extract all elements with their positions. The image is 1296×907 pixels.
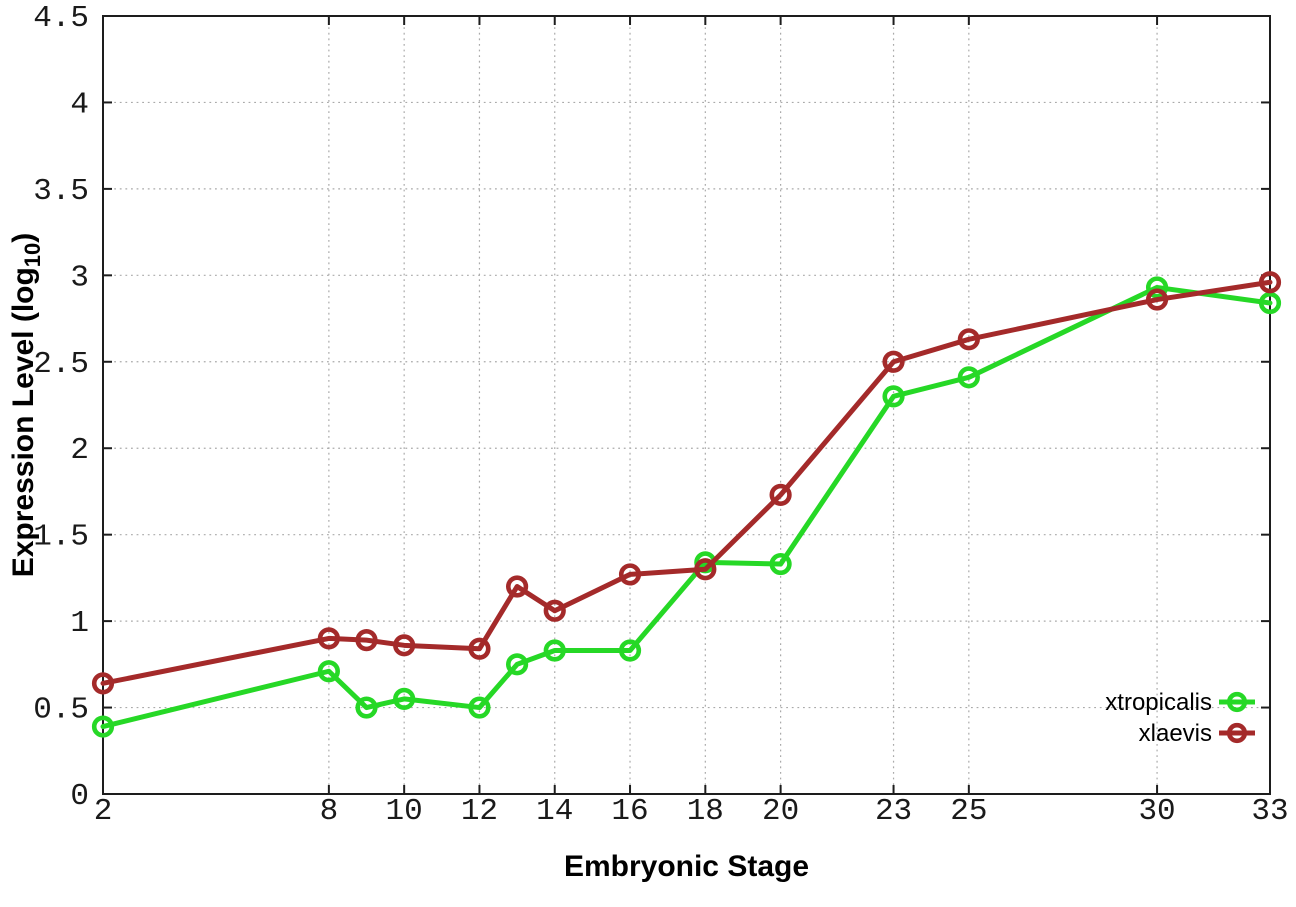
data-point-xtropicalis (91, 715, 115, 738)
data-point-xlaevis (694, 558, 717, 581)
y-tick-label: 0 (70, 779, 89, 814)
series-xtropicalis (91, 276, 1282, 738)
data-point-xtropicalis (882, 385, 905, 408)
y-tick-label: 2 (70, 433, 89, 468)
plot-border (102, 15, 1271, 795)
data-point-xlaevis (91, 672, 115, 695)
x-tick-label: 10 (386, 794, 423, 829)
x-tick-label: 12 (461, 794, 498, 829)
data-point-xtropicalis (543, 639, 566, 662)
data-point-xtropicalis (505, 653, 529, 676)
data-point-xlaevis (1258, 271, 1282, 294)
legend-label-xlaevis: xlaevis (1139, 720, 1212, 747)
x-tick-label: 8 (320, 794, 339, 829)
gridlines-layer (103, 16, 1270, 794)
data-point-xlaevis (393, 634, 416, 657)
x-tick-label: 25 (950, 794, 987, 829)
x-tick-label: 16 (611, 794, 648, 829)
tick-labels-layer: 0 0.5 1 1.5 2 2.5 3 3.5 4 4.5 2 8 10 12 14 16 18 20 23 25 30… (33, 1, 1288, 829)
legend-label-xtropicalis: xtropicalis (1105, 689, 1212, 716)
x-axis-title: Embryonic Stage (564, 850, 809, 883)
legend-marker-xtropicalis (1226, 691, 1248, 713)
data-point-xlaevis (618, 563, 642, 586)
x-tick-label: 23 (875, 794, 912, 829)
y-tick-label: 3 (70, 260, 89, 295)
y-tick-label: 1.5 (33, 520, 89, 555)
data-point-xtropicalis (317, 660, 340, 683)
x-tick-label: 2 (94, 794, 113, 829)
data-point-xtropicalis (1258, 291, 1282, 315)
data-point-xlaevis (769, 483, 792, 507)
data-point-xtropicalis (468, 696, 491, 719)
y-tick-label: 3.5 (33, 174, 89, 209)
y-tick-label: 2.5 (33, 347, 89, 382)
series-layer (91, 271, 1282, 738)
data-point-xlaevis (317, 627, 340, 650)
legend-item-xlaevis: xlaevis (1139, 720, 1255, 747)
data-point-xlaevis (957, 328, 980, 351)
data-point-xtropicalis (1145, 276, 1169, 299)
data-point-xlaevis (355, 629, 378, 652)
y-tick-label: 0.5 (33, 693, 89, 728)
y-tick-label: 1 (70, 606, 89, 641)
x-tick-label: 18 (687, 794, 724, 829)
x-tick-label: 20 (762, 794, 799, 829)
data-point-xtropicalis (957, 366, 980, 389)
data-point-xlaevis (882, 350, 905, 373)
series-line-xtropicalis (100, 284, 1273, 730)
legend-marker-xlaevis (1226, 722, 1248, 744)
data-point-xlaevis (1145, 288, 1169, 311)
data-point-xtropicalis (769, 552, 792, 576)
y-tick-label: 4.5 (33, 1, 89, 36)
y-tick-label: 4 (70, 87, 89, 122)
y-axis-title: Expression Level (log10) (7, 233, 45, 578)
data-point-xlaevis (505, 575, 529, 598)
data-point-xlaevis (543, 599, 566, 622)
x-tick-label: 30 (1138, 794, 1175, 829)
legend: xtropicalis xlaevis (1105, 689, 1255, 747)
axes-layer (102, 15, 1271, 795)
series-line-xlaevis (100, 279, 1273, 686)
data-point-xlaevis (468, 637, 491, 660)
series-xlaevis (91, 271, 1282, 695)
x-tick-label: 14 (536, 794, 573, 829)
data-point-xtropicalis (393, 687, 416, 711)
x-tick-label: 33 (1251, 794, 1288, 829)
legend-item-xtropicalis: xtropicalis (1105, 689, 1255, 716)
data-point-xtropicalis (618, 639, 642, 662)
data-point-xtropicalis (355, 696, 378, 719)
